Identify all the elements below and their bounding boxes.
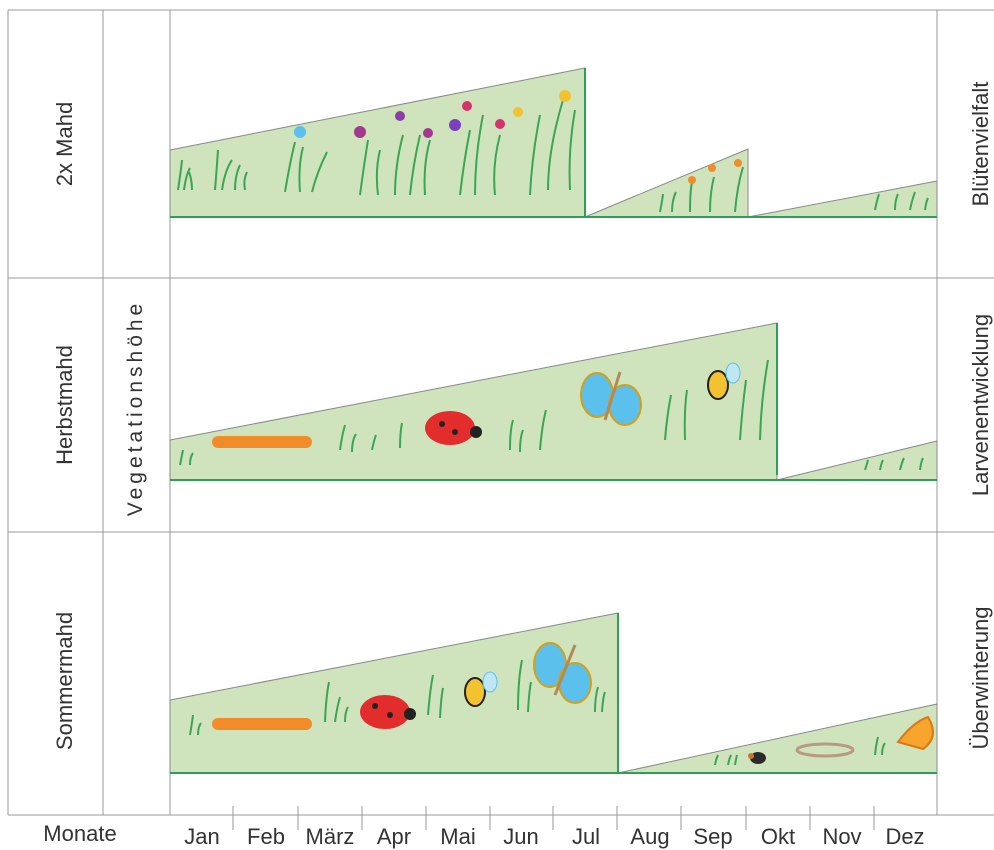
row-sommermahd-vegetation	[169, 612, 938, 774]
grass-icon	[189, 659, 886, 766]
caterpillar-icon	[212, 436, 312, 448]
row-label-2x-mahd: 2x Mahd	[52, 102, 77, 186]
month-labels: Jan Feb März Apr Mai Jun Jul Aug Sep Okt…	[184, 824, 924, 849]
month-label: Jul	[572, 824, 600, 849]
right-label-larvenentwicklung: Larvenentwicklung	[968, 314, 993, 496]
vegetation-area	[169, 612, 619, 774]
month-label: Okt	[761, 824, 795, 849]
month-label: Jun	[503, 824, 538, 849]
vegetation-area	[584, 148, 749, 218]
right-label-bluetenvielfalt: Blütenvielfalt	[968, 82, 993, 207]
row-2x-mahd-vegetation	[169, 67, 938, 218]
bee-icon	[707, 362, 741, 400]
month-label: Feb	[247, 824, 285, 849]
row-label-herbstmahd: Herbstmahd	[52, 345, 77, 465]
month-label: Aug	[630, 824, 669, 849]
ladybug-icon	[425, 411, 482, 445]
y-axis-label: Vegetationshöhe	[124, 300, 147, 516]
month-label: März	[306, 824, 355, 849]
beetle-icon	[748, 752, 766, 764]
vegetation-area	[747, 180, 938, 218]
month-label: Apr	[377, 824, 411, 849]
month-label: Mai	[440, 824, 475, 849]
grass-icon	[179, 359, 924, 471]
bee-icon	[464, 671, 498, 707]
grass-icon	[177, 99, 929, 213]
larva-icon	[795, 742, 855, 758]
month-label: Nov	[822, 824, 861, 849]
butterfly-icon	[580, 371, 642, 426]
ladybug-icon	[360, 695, 416, 729]
butterfly-icon	[533, 642, 592, 704]
row-label-sommermahd: Sommermahd	[52, 612, 77, 750]
butterfly-icon	[896, 715, 934, 751]
flower-icon	[294, 90, 742, 184]
right-label-ueberwinterung: Überwinterung	[968, 606, 993, 749]
vegetation-area	[776, 440, 938, 481]
row-herbstmahd-vegetation	[169, 322, 938, 481]
month-label: Jan	[184, 824, 219, 849]
month-label: Dez	[885, 824, 924, 849]
x-axis-title: Monate	[43, 821, 116, 846]
month-label: Sep	[693, 824, 732, 849]
vegetation-area	[617, 703, 938, 774]
caterpillar-icon	[212, 718, 312, 730]
frame	[7, 9, 994, 830]
